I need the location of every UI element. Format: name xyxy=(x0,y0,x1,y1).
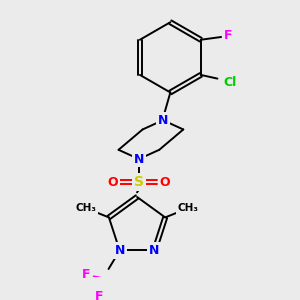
Text: Cl: Cl xyxy=(224,76,237,89)
Text: F: F xyxy=(95,290,103,300)
Text: F: F xyxy=(82,268,91,281)
Text: N: N xyxy=(149,244,160,257)
Text: O: O xyxy=(108,176,118,189)
Text: F: F xyxy=(224,28,233,42)
Text: S: S xyxy=(134,175,144,189)
Text: N: N xyxy=(115,244,125,257)
Text: CH₃: CH₃ xyxy=(75,203,96,213)
Text: N: N xyxy=(158,114,168,127)
Text: O: O xyxy=(160,176,170,189)
Text: CH₃: CH₃ xyxy=(178,203,199,213)
Text: N: N xyxy=(134,153,144,166)
